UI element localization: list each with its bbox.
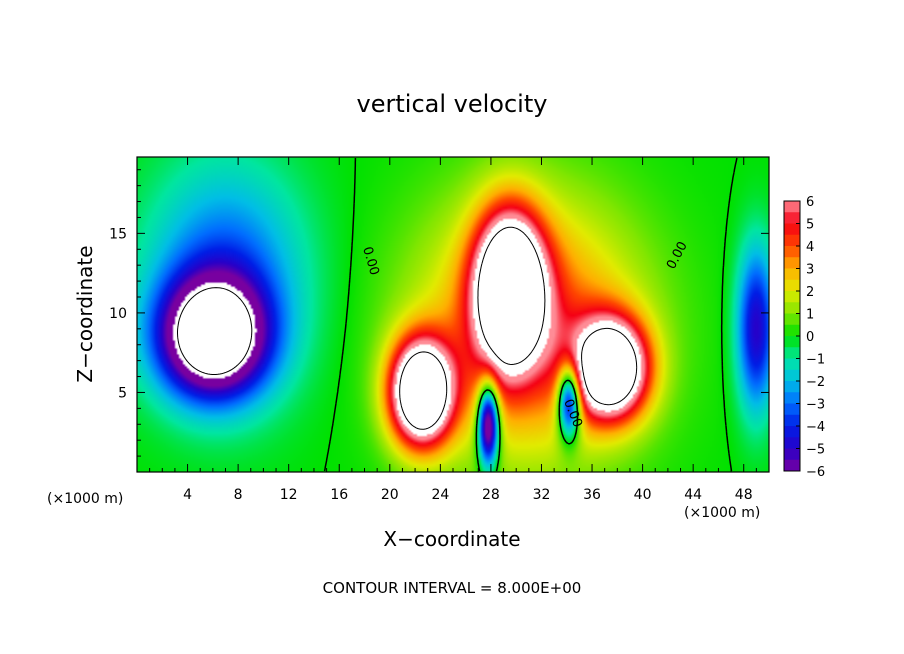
colorbar-swatch: [784, 459, 800, 472]
colorbar-swatch: [784, 223, 800, 236]
colorbar-tick-label: 0: [806, 330, 814, 345]
x-tick-label: 40: [634, 487, 652, 503]
x-tick-label: 44: [684, 487, 702, 503]
contour-interval-footer: CONTOUR INTERVAL = 8.000E+00: [323, 579, 582, 597]
colorbar-swatch: [784, 414, 800, 427]
colorbar-swatch: [784, 212, 800, 224]
colorbar-swatch: [784, 336, 800, 348]
colorbar-swatch: [784, 347, 800, 359]
colorbar-swatch: [784, 302, 800, 314]
x-axis: 4 8 12 16 20 24 28 32 36 40 44 48: [149, 157, 757, 503]
colorbar-tick-label: 1: [806, 308, 814, 323]
x-tick-label: 36: [583, 487, 601, 503]
x-tick-label: 24: [431, 487, 449, 503]
contour-lines: [177, 157, 738, 472]
velocity-field: [137, 157, 769, 472]
colorbar-swatch: [784, 246, 800, 258]
colorbar-tick-label: 2: [806, 285, 814, 300]
y-tick-label: 10: [109, 306, 127, 322]
x-tick-label: 48: [735, 487, 753, 503]
positive-contour: [399, 226, 638, 430]
colorbar-tick-label: −1: [806, 353, 825, 368]
colorbar-swatch: [784, 268, 800, 281]
colorbar-swatch: [784, 381, 800, 393]
colorbar-swatch: [784, 313, 800, 326]
colorbar-tick-label: −4: [806, 420, 825, 435]
negative-contour: [177, 287, 253, 375]
colorbar-tick-label: −3: [806, 398, 825, 413]
colorbar-swatch: [784, 324, 800, 337]
colorbar-tick-label: −2: [806, 375, 825, 390]
colorbar-tick-label: 6: [806, 195, 814, 210]
x-tick-label: 16: [330, 487, 348, 503]
x-tick-label: 12: [280, 487, 298, 503]
colorbar-swatch: [784, 291, 800, 303]
colorbar-tick-label: 5: [806, 218, 814, 233]
colorbar: 6 5 4 3 2 1 0 −1 −2 −3 −4 −5 −6: [783, 195, 825, 480]
colorbar-swatch: [784, 403, 800, 416]
colorbar-swatch: [784, 358, 800, 371]
x-tick-label: 28: [482, 487, 500, 503]
x-tick-label: 4: [183, 487, 192, 503]
chart-title: vertical velocity: [357, 90, 548, 118]
y-axis-title: Z−coordinate: [73, 245, 97, 382]
colorbar-swatch: [784, 392, 800, 404]
y-tick-label: 5: [118, 385, 127, 401]
colorbar-swatch: [784, 437, 800, 449]
x-axis-title: X−coordinate: [383, 527, 520, 551]
y-axis: 5 10 15: [109, 169, 769, 457]
colorbar-swatch: [784, 426, 800, 438]
colorbar-swatch: [784, 448, 800, 461]
colorbar-swatch: [784, 369, 800, 382]
colorbar-swatch: [784, 257, 800, 269]
colorbar-swatch: [784, 279, 800, 292]
x-tick-label: 32: [533, 487, 551, 503]
colorbar-tick-label: −5: [806, 443, 825, 458]
x-tick-label: 20: [381, 487, 399, 503]
x-unit-left: (×1000 m): [47, 491, 123, 507]
zero-contour: [323, 157, 738, 472]
colorbar-tick-label: 3: [806, 263, 814, 278]
y-tick-label: 15: [109, 226, 127, 242]
colorbar-tick-label: 4: [806, 240, 814, 255]
x-tick-label: 8: [234, 487, 243, 503]
colorbar-swatch: [784, 234, 800, 247]
x-unit-right: (×1000 m): [684, 505, 760, 521]
plot-area: [137, 157, 769, 472]
colorbar-tick-label: −6: [806, 465, 825, 480]
colorbar-swatch: [784, 201, 800, 213]
